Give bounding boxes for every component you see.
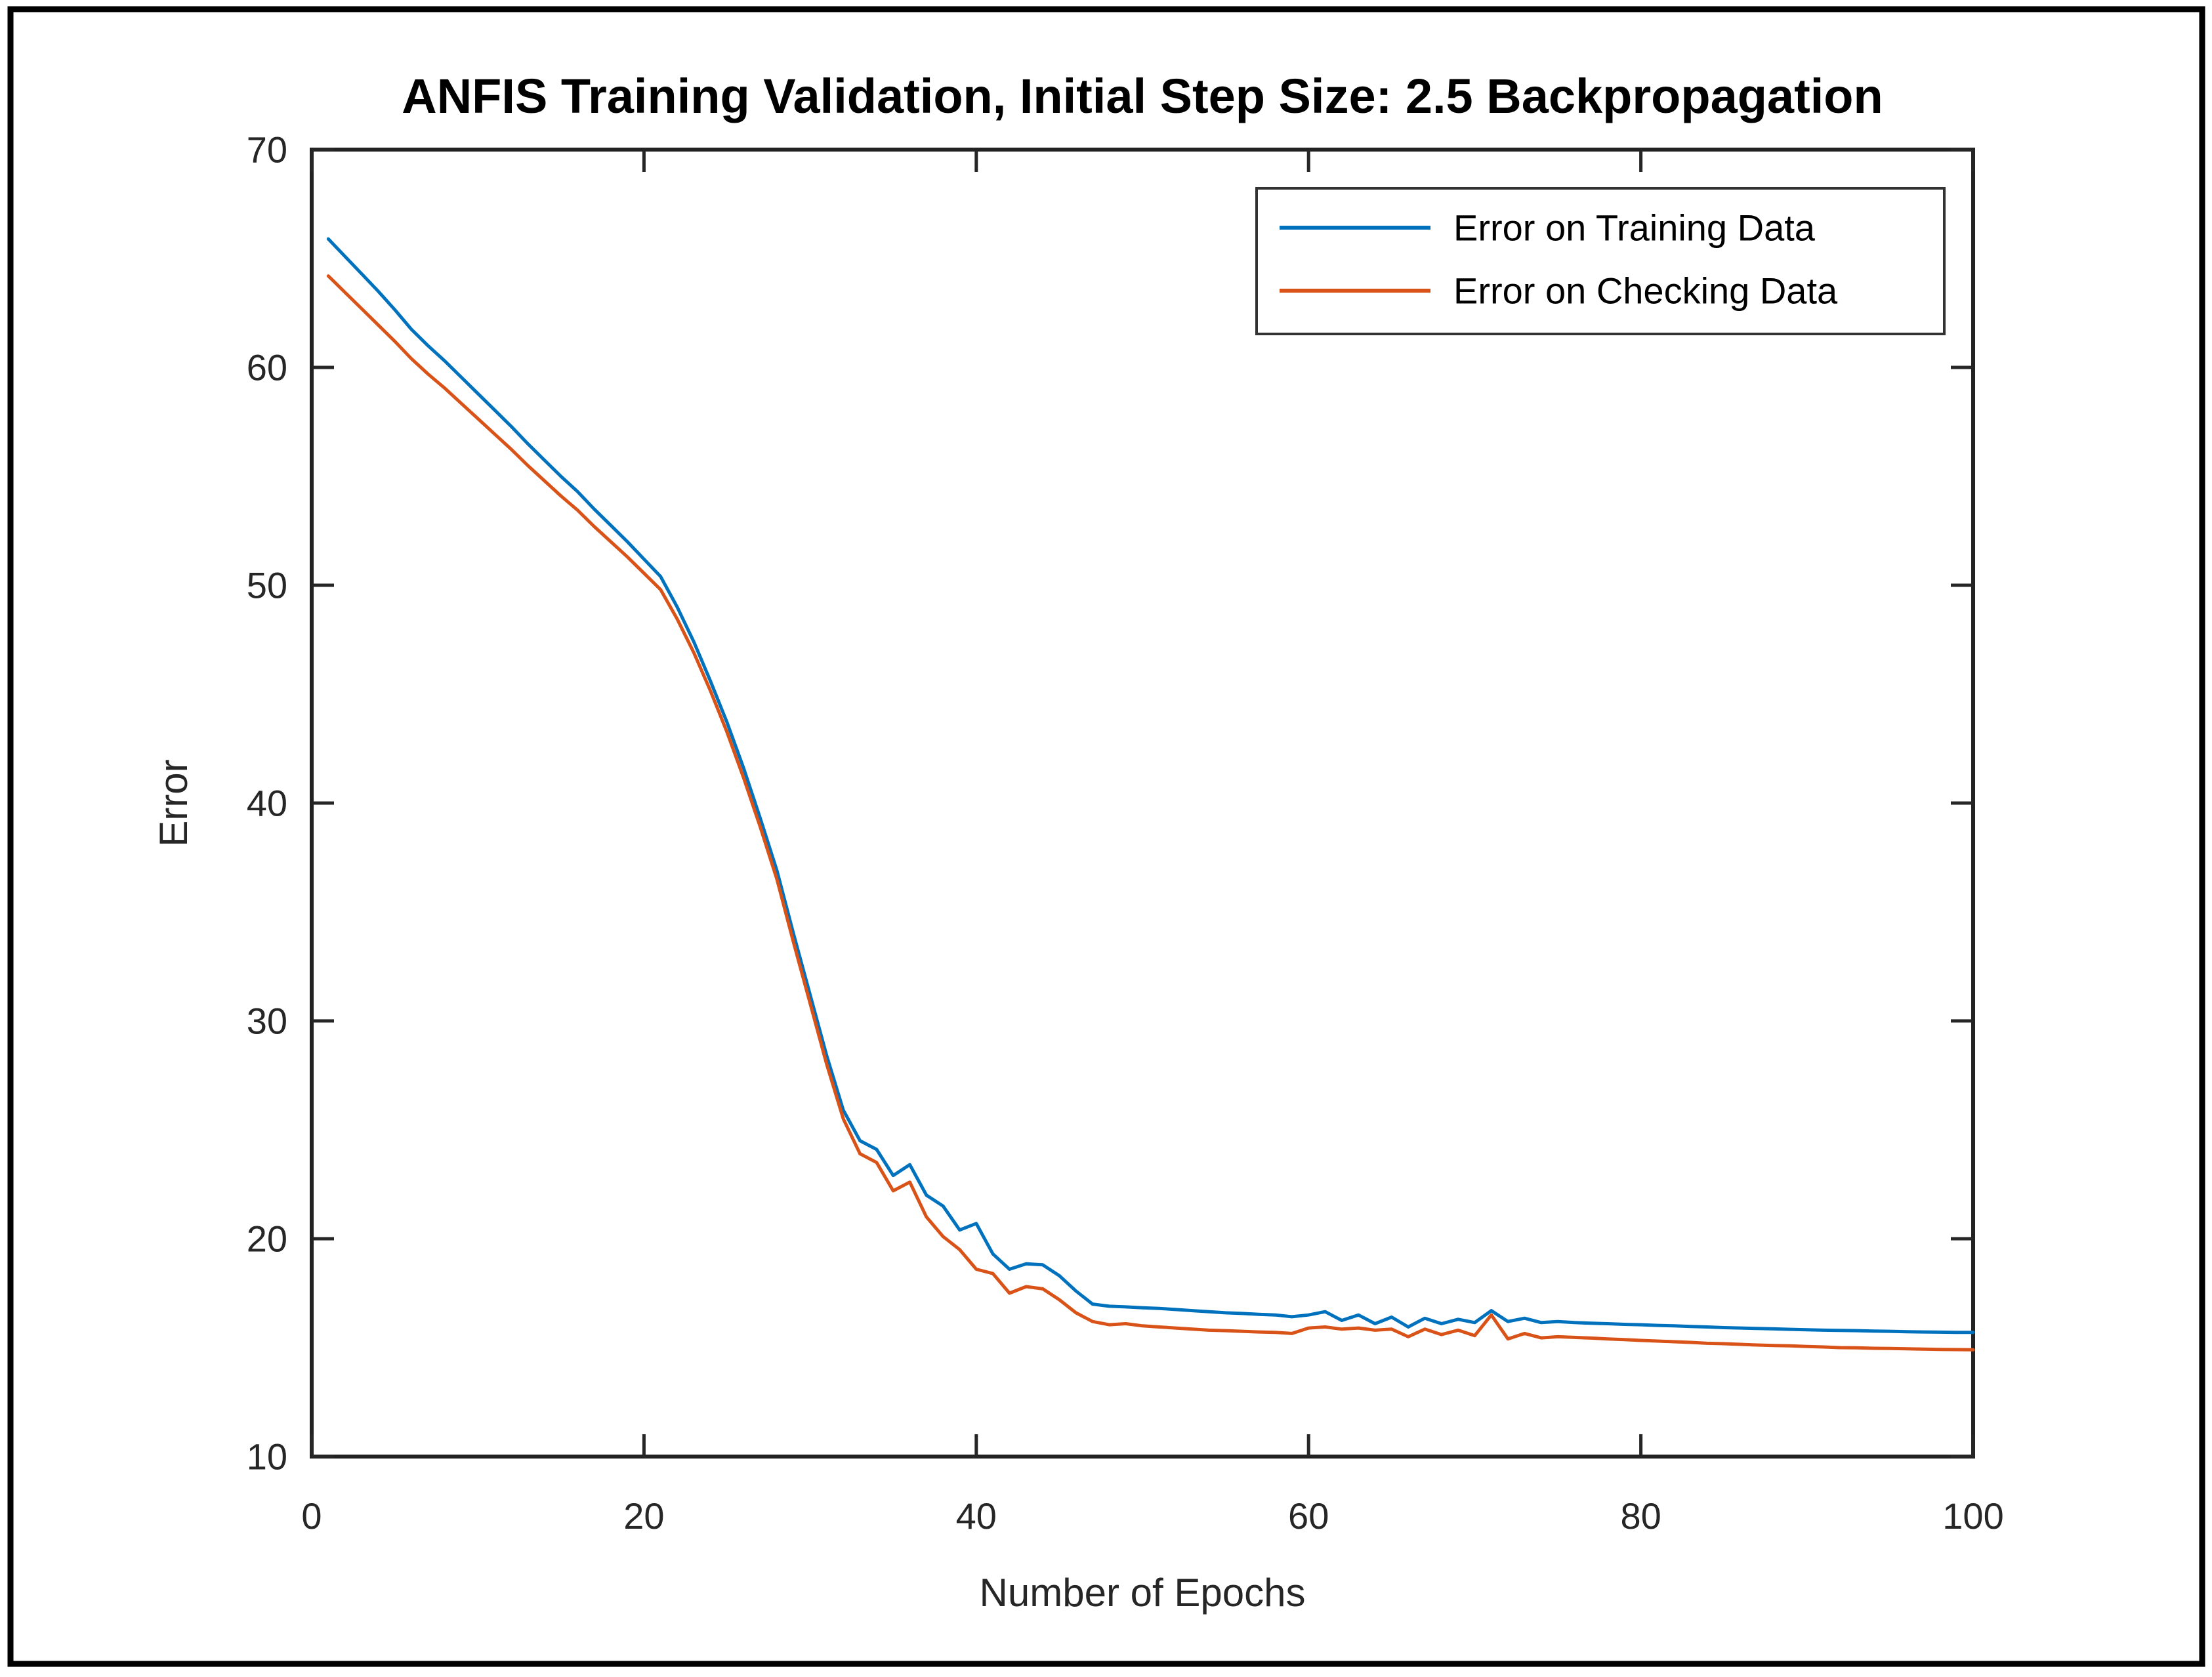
y-axis-label: Error bbox=[152, 759, 196, 846]
legend: Error on Training Data Error on Checking… bbox=[1255, 187, 1946, 335]
y-tick-label: 50 bbox=[247, 565, 287, 606]
series-line-0 bbox=[326, 237, 1975, 1335]
x-tick-label: 60 bbox=[1288, 1495, 1329, 1537]
x-axis-label: Number of Epochs bbox=[980, 1571, 1306, 1615]
y-tick-label: 20 bbox=[247, 1218, 287, 1260]
x-tick-label: 100 bbox=[1942, 1495, 2003, 1537]
axis-ticks: 0 20 40 60 80 100 10 20 30 40 50 60 70 bbox=[247, 129, 2004, 1537]
x-tick-label: 20 bbox=[623, 1495, 664, 1537]
y-tick-label: 10 bbox=[247, 1436, 287, 1478]
legend-box bbox=[1255, 187, 1946, 335]
y-tick-label: 30 bbox=[247, 1001, 287, 1042]
x-tick-label: 40 bbox=[956, 1495, 997, 1537]
legend-label-checking: Error on Checking Data bbox=[1453, 270, 1838, 312]
x-tick-label: 80 bbox=[1620, 1495, 1661, 1537]
plot-area-border bbox=[310, 148, 1975, 1459]
series-lines bbox=[326, 237, 1975, 1352]
legend-label-training: Error on Training Data bbox=[1453, 207, 1816, 249]
y-tick-label: 70 bbox=[247, 129, 287, 171]
series-line-1 bbox=[326, 274, 1975, 1352]
chart-title: ANFIS Training Validation, Initial Step … bbox=[402, 69, 1883, 123]
y-tick-label: 40 bbox=[247, 783, 287, 824]
figure-border bbox=[7, 6, 2205, 1667]
x-tick-label: 0 bbox=[301, 1495, 322, 1537]
y-tick-label: 60 bbox=[247, 347, 287, 388]
